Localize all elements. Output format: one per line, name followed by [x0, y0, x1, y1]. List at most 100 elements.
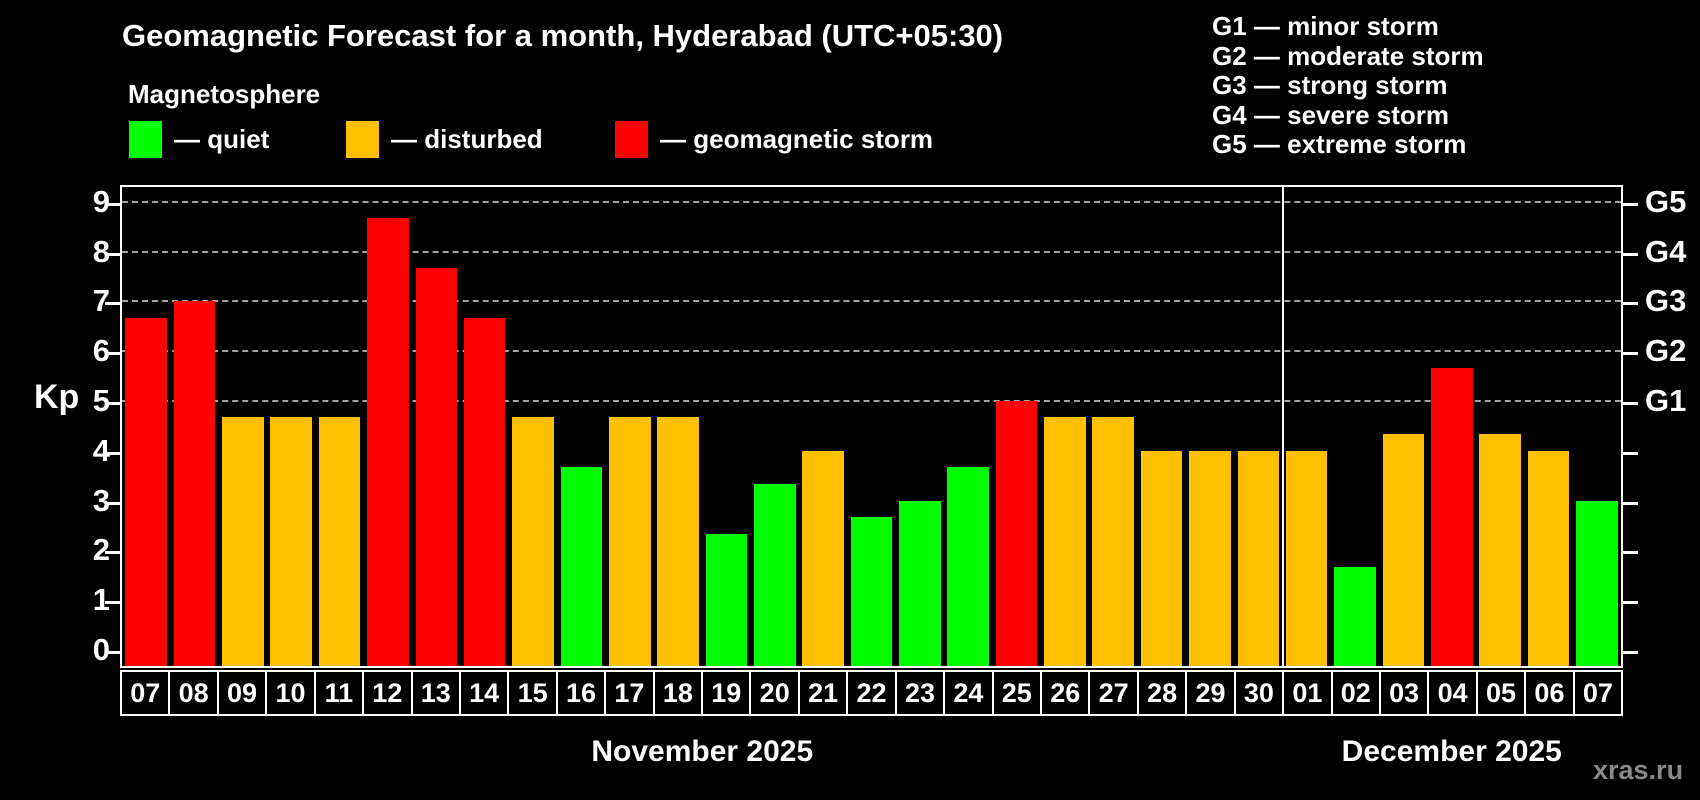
legend-label: — quiet	[174, 123, 270, 154]
day-box-03: 03	[1378, 670, 1430, 716]
kp-bar-day-29	[1189, 450, 1231, 666]
day-box-15: 15	[507, 670, 558, 716]
day-box-27: 27	[1088, 670, 1139, 716]
gridline-kp-5	[122, 400, 1621, 402]
y-tick-label-3: 3	[92, 482, 110, 518]
g-scale-legend: G1 — minor storm G2 — moderate storm G3 — …	[1212, 11, 1484, 160]
g-axis-label-G5: G5	[1645, 183, 1687, 219]
day-box-29: 29	[1185, 670, 1236, 716]
kp-bar-day-18	[657, 417, 699, 666]
day-box-08: 08	[168, 670, 219, 716]
legend-item-quiet: — quiet	[129, 120, 269, 158]
kp-bar-day-06	[1527, 450, 1570, 666]
legend-label: — disturbed	[391, 123, 543, 154]
kp-bar-day-03	[1382, 434, 1425, 666]
g-axis-label-G2: G2	[1645, 333, 1687, 369]
day-box-20: 20	[749, 670, 800, 716]
kp-bar-day-08	[173, 301, 216, 666]
day-box-21: 21	[797, 670, 849, 716]
day-box-04: 04	[1427, 670, 1478, 716]
y-tick-label-1: 1	[92, 582, 110, 618]
y-axis-label: Kp	[34, 378, 80, 416]
day-box-22: 22	[846, 670, 897, 716]
left-tick-kp-1	[105, 601, 120, 605]
kp-bar-day-27	[1092, 417, 1135, 666]
right-tick-kp-4	[1623, 451, 1638, 455]
right-tick-kp-5	[1623, 402, 1638, 405]
kp-bar-day-28	[1140, 450, 1183, 666]
page-title: Geomagnetic Forecast for a month, Hydera…	[122, 18, 1004, 53]
y-tick-label-2: 2	[92, 532, 110, 568]
g-legend-line: G5 — extreme storm	[1212, 129, 1467, 159]
disturbed-swatch-icon	[346, 120, 379, 158]
day-box-25: 25	[991, 670, 1043, 716]
day-box-24: 24	[943, 670, 994, 716]
day-box-07: 07	[120, 670, 171, 716]
day-box-06: 06	[1524, 670, 1575, 716]
watermark: xras.ru	[1593, 755, 1684, 785]
gridline-kp-8	[122, 250, 1621, 253]
left-tick-kp-9	[105, 202, 120, 206]
month-divider-line	[1281, 187, 1284, 666]
day-box-18: 18	[652, 670, 704, 716]
g-legend-line: G4 — severe storm	[1212, 99, 1450, 130]
month-label: November 2025	[591, 735, 814, 768]
kp-bar-day-02	[1334, 566, 1376, 666]
day-box-10: 10	[265, 670, 316, 716]
kp-bar-day-15	[512, 417, 554, 666]
left-tick-kp-6	[105, 352, 120, 356]
right-tick-kp-8	[1623, 252, 1638, 256]
g-legend-line: G3 — strong storm	[1212, 70, 1448, 100]
plot-area	[105, 185, 1638, 668]
kp-bar-day-01	[1285, 450, 1328, 666]
left-tick-kp-3	[105, 501, 120, 505]
kp-bar-day-22	[850, 517, 893, 666]
kp-bar-day-19	[705, 533, 748, 666]
month-label: December 2025	[1341, 735, 1562, 768]
kp-bar-day-09	[222, 417, 264, 666]
gridline-kp-7	[122, 300, 1621, 303]
day-box-09: 09	[216, 670, 268, 716]
chart-subtitle: Magnetosphere	[128, 79, 321, 109]
y-tick-label-8: 8	[92, 233, 110, 269]
kp-bar-day-30	[1237, 450, 1280, 666]
left-tick-kp-5	[105, 402, 120, 405]
left-tick-kp-8	[105, 252, 120, 256]
day-box-05: 05	[1475, 670, 1527, 716]
gridline-kp-9	[122, 200, 1621, 203]
day-box-01: 01	[1282, 670, 1333, 716]
g-legend-line: G1 — minor storm	[1212, 11, 1439, 41]
gridline-kp-6	[122, 350, 1621, 353]
x-axis-day-labels: 07 08 09 10 11 12 13 14 15 16 17 18 19 20 21 22 23 24 25 26…	[120, 670, 1624, 716]
right-tick-kp-3	[1623, 501, 1638, 505]
y-tick-label-5: 5	[92, 383, 110, 418]
kp-bar-day-07	[125, 317, 167, 666]
day-box-19: 19	[701, 670, 752, 716]
right-tick-kp-9	[1623, 202, 1638, 206]
kp-bar-day-04	[1430, 367, 1473, 666]
day-box-07: 07	[1572, 670, 1624, 716]
day-box-11: 11	[313, 670, 365, 716]
day-box-23: 23	[894, 670, 946, 716]
g-axis-label-G3: G3	[1645, 283, 1687, 319]
kp-bar-day-21	[802, 450, 844, 666]
day-box-02: 02	[1330, 670, 1381, 716]
kp-bar-day-24	[947, 467, 989, 666]
kp-bar-day-13	[415, 268, 458, 666]
day-box-16: 16	[555, 670, 607, 716]
kp-bar-day-11	[318, 417, 361, 666]
right-tick-kp-6	[1623, 352, 1638, 356]
y-tick-label-4: 4	[92, 432, 110, 468]
legend-item-disturbed: — disturbed	[346, 120, 543, 158]
right-tick-kp-1	[1623, 601, 1638, 605]
day-box-26: 26	[1040, 670, 1091, 716]
left-tick-kp-7	[105, 302, 120, 306]
right-tick-kp-2	[1623, 551, 1638, 555]
y-tick-label-0: 0	[92, 632, 110, 667]
legend-item-storm: — geomagnetic storm	[615, 120, 933, 158]
day-box-12: 12	[362, 670, 413, 716]
storm-swatch-icon	[615, 120, 648, 158]
kp-bar-day-05	[1479, 434, 1521, 666]
day-box-17: 17	[604, 670, 655, 716]
kp-bar-day-16	[560, 467, 603, 666]
